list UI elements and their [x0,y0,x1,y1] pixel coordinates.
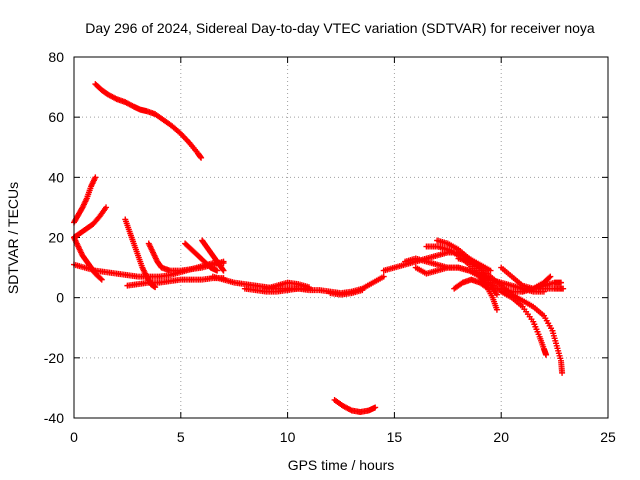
y-tick-labels: -40 -20 0 20 40 60 80 [44,49,64,426]
series-arc-7 [145,240,227,274]
data-point [97,275,104,282]
series-arc-1 [92,81,205,161]
data-point [220,258,227,265]
series-arc-6 [122,216,159,291]
series-arc-19 [423,243,500,313]
data-point [98,276,105,283]
series-arc-8 [182,240,221,274]
data-point [546,274,553,281]
x-tick-label: 25 [600,429,616,445]
x-tick-label: 20 [493,429,509,445]
series-arc-3 [71,204,110,241]
series-arc-9 [199,237,227,274]
series-arc-13 [263,279,312,292]
data-point [493,291,500,298]
y-tick-label: -40 [44,410,64,426]
x-tick-label: 10 [280,429,296,445]
y-tick-label: 80 [48,49,64,65]
x-tick-label: 15 [387,429,403,445]
data-point [547,273,554,280]
data-point [558,279,565,286]
series-arc-15 [331,396,379,415]
series-arc-14 [327,287,366,298]
data-point [92,174,99,181]
series-arc-25 [498,273,554,295]
data-point [219,266,226,273]
series-arc-4 [71,234,105,283]
data-point [493,306,500,313]
y-axis-label: SDTVAR / TECUs [5,182,21,294]
chart-title: Day 296 of 2024, Sidereal Day-to-day VTE… [85,20,595,36]
data-point [198,154,205,161]
y-tick-label: -20 [44,350,64,366]
y-tick-label: 20 [48,230,64,246]
y-tick-label: 40 [48,169,64,185]
y-tick-label: 60 [48,109,64,125]
x-tick-labels: 0 5 10 15 20 25 [70,429,616,445]
data-point [380,273,387,280]
data-point [103,204,110,211]
data-point [372,404,379,411]
data-point [359,287,366,294]
data-point [485,285,492,292]
data-point [220,267,227,274]
data-point [487,267,494,274]
y-tick-label: 0 [56,290,64,306]
data-point [305,284,312,291]
data-point [214,267,221,274]
x-tick-label: 5 [177,429,185,445]
x-axis-label: GPS time / hours [288,457,395,473]
data-point [152,284,159,291]
data-point [560,285,567,292]
data-point [559,369,566,376]
series-arc-22 [451,276,492,292]
data-marks [71,81,567,415]
x-tick-label: 0 [70,429,78,445]
plot-frame [73,56,609,419]
series-arc-2 [71,174,99,226]
data-point [543,351,550,358]
